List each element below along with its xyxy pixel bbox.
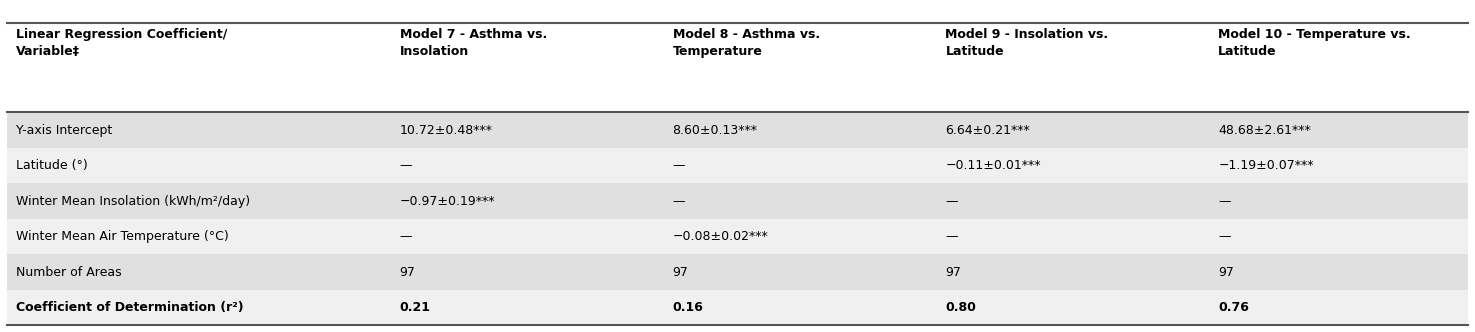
Text: —: — xyxy=(673,159,684,172)
Text: Model 8 - Asthma vs.
Temperature: Model 8 - Asthma vs. Temperature xyxy=(673,28,820,58)
Text: 97: 97 xyxy=(945,266,962,279)
Text: 8.60±0.13***: 8.60±0.13*** xyxy=(673,124,758,136)
Text: Model 9 - Insolation vs.
Latitude: Model 9 - Insolation vs. Latitude xyxy=(945,28,1109,58)
Text: 97: 97 xyxy=(673,266,689,279)
Text: Coefficient of Determination (r²): Coefficient of Determination (r²) xyxy=(16,301,243,314)
Text: Number of Areas: Number of Areas xyxy=(16,266,122,279)
Text: −1.19±0.07***: −1.19±0.07*** xyxy=(1218,159,1314,172)
Text: —: — xyxy=(945,195,957,208)
Text: 48.68±2.61***: 48.68±2.61*** xyxy=(1218,124,1311,136)
Text: 97: 97 xyxy=(400,266,416,279)
Bar xyxy=(7,112,1468,148)
Text: —: — xyxy=(1218,195,1230,208)
Text: −0.97±0.19***: −0.97±0.19*** xyxy=(400,195,496,208)
Text: —: — xyxy=(400,230,412,243)
Text: 0.21: 0.21 xyxy=(400,301,431,314)
Text: 0.16: 0.16 xyxy=(673,301,704,314)
Text: Linear Regression Coefficient/
Variable‡: Linear Regression Coefficient/ Variable‡ xyxy=(16,28,227,58)
Text: Latitude (°): Latitude (°) xyxy=(16,159,88,172)
Bar xyxy=(7,219,1468,254)
Bar xyxy=(7,148,1468,183)
Text: −0.08±0.02***: −0.08±0.02*** xyxy=(673,230,768,243)
Text: 0.80: 0.80 xyxy=(945,301,976,314)
Text: —: — xyxy=(400,159,412,172)
Bar xyxy=(7,254,1468,290)
Text: 97: 97 xyxy=(1218,266,1235,279)
Text: Winter Mean Air Temperature (°C): Winter Mean Air Temperature (°C) xyxy=(16,230,229,243)
Text: Model 7 - Asthma vs.
Insolation: Model 7 - Asthma vs. Insolation xyxy=(400,28,547,58)
Text: 6.64±0.21***: 6.64±0.21*** xyxy=(945,124,1030,136)
Bar xyxy=(7,183,1468,219)
Text: —: — xyxy=(945,230,957,243)
Bar xyxy=(7,290,1468,325)
Text: 0.76: 0.76 xyxy=(1218,301,1249,314)
Text: Winter Mean Insolation (kWh/m²/day): Winter Mean Insolation (kWh/m²/day) xyxy=(16,195,251,208)
Text: —: — xyxy=(673,195,684,208)
Text: Y-axis Intercept: Y-axis Intercept xyxy=(16,124,112,136)
Text: 10.72±0.48***: 10.72±0.48*** xyxy=(400,124,493,136)
Text: −0.11±0.01***: −0.11±0.01*** xyxy=(945,159,1041,172)
Text: Model 10 - Temperature vs.
Latitude: Model 10 - Temperature vs. Latitude xyxy=(1218,28,1412,58)
Text: —: — xyxy=(1218,230,1230,243)
Bar xyxy=(7,23,1468,112)
